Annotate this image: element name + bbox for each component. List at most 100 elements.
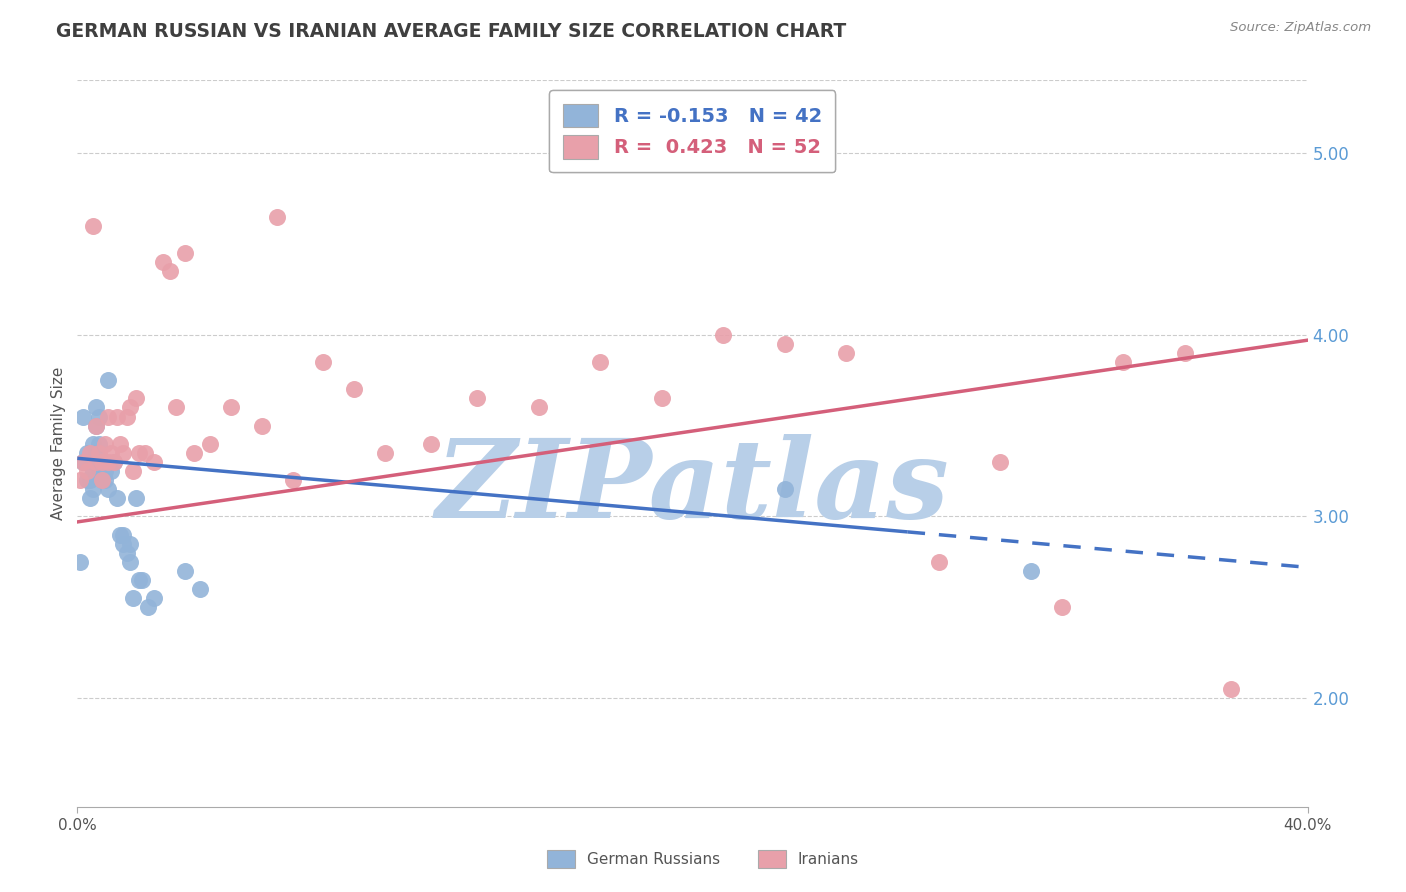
Point — [174, 246, 197, 260]
Point — [87, 437, 110, 451]
Point — [84, 418, 107, 433]
Point — [1112, 355, 1135, 369]
Point — [128, 446, 150, 460]
Point — [97, 482, 120, 496]
Point — [103, 455, 125, 469]
Point — [115, 409, 138, 424]
Point — [84, 455, 107, 469]
Point — [312, 355, 335, 369]
Point — [250, 418, 273, 433]
Point — [143, 455, 166, 469]
Point — [94, 437, 117, 451]
Point — [118, 555, 141, 569]
Point — [97, 455, 120, 469]
Point — [112, 537, 135, 551]
Point — [1050, 600, 1073, 615]
Point — [118, 401, 141, 415]
Point — [281, 473, 304, 487]
Text: GERMAN RUSSIAN VS IRANIAN AVERAGE FAMILY SIZE CORRELATION CHART: GERMAN RUSSIAN VS IRANIAN AVERAGE FAMILY… — [56, 22, 846, 41]
Point — [165, 401, 187, 415]
Point — [773, 482, 796, 496]
Point — [219, 401, 242, 415]
Point — [118, 537, 141, 551]
Point — [76, 446, 98, 460]
Legend: German Russians, Iranians: German Russians, Iranians — [534, 838, 872, 880]
Point — [115, 546, 138, 560]
Point — [112, 446, 135, 460]
Point — [988, 455, 1011, 469]
Point — [84, 418, 107, 433]
Point — [100, 464, 122, 478]
Point — [72, 455, 94, 469]
Point — [82, 482, 104, 496]
Point — [420, 437, 443, 451]
Point — [87, 409, 110, 424]
Point — [97, 409, 120, 424]
Point — [79, 491, 101, 506]
Point — [94, 473, 117, 487]
Point — [90, 473, 114, 487]
Point — [589, 355, 612, 369]
Point — [103, 455, 125, 469]
Point — [773, 336, 796, 351]
Point — [928, 555, 950, 569]
Point — [198, 437, 221, 451]
Point — [143, 591, 166, 606]
Text: ZIPatlas: ZIPatlas — [436, 434, 949, 541]
Point — [1219, 682, 1241, 697]
Point — [87, 464, 110, 478]
Point — [711, 327, 734, 342]
Point — [188, 582, 212, 597]
Point — [465, 392, 488, 406]
Point — [136, 600, 159, 615]
Point — [110, 437, 132, 451]
Point — [79, 446, 101, 460]
Point — [69, 555, 91, 569]
Point — [1174, 346, 1197, 360]
Point — [69, 473, 91, 487]
Point — [105, 409, 128, 424]
Point — [174, 564, 197, 578]
Point — [651, 392, 673, 406]
Text: Source: ZipAtlas.com: Source: ZipAtlas.com — [1230, 21, 1371, 34]
Point — [90, 455, 114, 469]
Point — [82, 464, 104, 478]
Point — [527, 401, 550, 415]
Point — [100, 446, 122, 460]
Point — [84, 446, 107, 460]
Legend: R = -0.153   N = 42, R =  0.423   N = 52: R = -0.153 N = 42, R = 0.423 N = 52 — [550, 90, 835, 172]
Point — [97, 373, 120, 387]
Point — [82, 219, 104, 233]
Point — [105, 491, 128, 506]
Point — [82, 455, 104, 469]
Point — [159, 264, 181, 278]
Point — [110, 527, 132, 541]
Point — [121, 464, 143, 478]
Point — [1019, 564, 1042, 578]
Point — [76, 473, 98, 487]
Point — [90, 473, 114, 487]
Point — [128, 573, 150, 587]
Point — [76, 464, 98, 478]
Point — [134, 446, 156, 460]
Point — [87, 446, 110, 460]
Point — [266, 210, 288, 224]
Point — [835, 346, 858, 360]
Point — [183, 446, 205, 460]
Point — [121, 591, 143, 606]
Point — [125, 392, 148, 406]
Point — [131, 573, 153, 587]
Point — [343, 382, 366, 396]
Point — [112, 527, 135, 541]
Point — [79, 473, 101, 487]
Point — [90, 455, 114, 469]
Point — [72, 409, 94, 424]
Point — [84, 401, 107, 415]
Point — [94, 464, 117, 478]
Point — [125, 491, 148, 506]
Point — [82, 437, 104, 451]
Y-axis label: Average Family Size: Average Family Size — [51, 368, 66, 520]
Point — [72, 455, 94, 469]
Point — [374, 446, 396, 460]
Point — [152, 255, 174, 269]
